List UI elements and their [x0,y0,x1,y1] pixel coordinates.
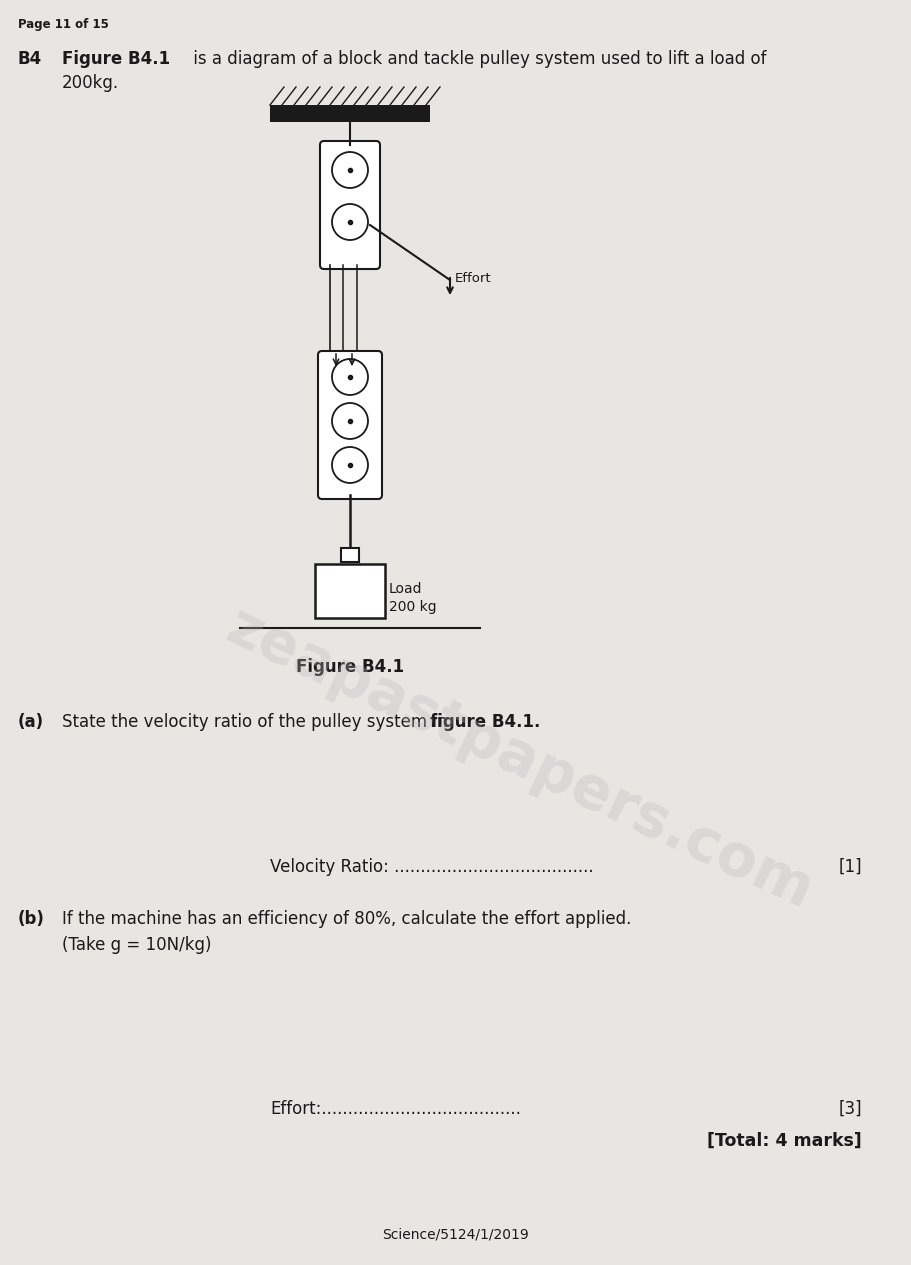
Circle shape [332,447,368,483]
Text: 200 kg: 200 kg [389,600,436,614]
Circle shape [332,204,368,240]
Text: (b): (b) [18,910,45,929]
Text: [Total: 4 marks]: [Total: 4 marks] [706,1132,861,1150]
Circle shape [332,152,368,188]
Text: Effort:......................................: Effort:.................................… [270,1101,520,1118]
Text: (Take g = 10N/kg): (Take g = 10N/kg) [62,936,211,954]
FancyBboxPatch shape [320,140,380,269]
Text: is a diagram of a block and tackle pulley system used to lift a load of: is a diagram of a block and tackle pulle… [188,51,765,68]
Text: 200kg.: 200kg. [62,73,119,92]
Text: Load: Load [389,582,422,596]
Circle shape [332,404,368,439]
Text: If the machine has an efficiency of 80%, calculate the effort applied.: If the machine has an efficiency of 80%,… [62,910,630,929]
FancyBboxPatch shape [318,350,382,498]
Bar [314,564,384,619]
Bar [270,105,429,121]
Text: [3]: [3] [837,1101,861,1118]
Text: Velocity Ratio: ......................................: Velocity Ratio: ........................… [270,858,593,875]
Text: Effort: Effort [455,272,491,285]
Text: Page 11 of 15: Page 11 of 15 [18,18,108,32]
Text: [1]: [1] [837,858,861,875]
Text: Figure B4.1: Figure B4.1 [62,51,170,68]
Text: zeapastpapers.com: zeapastpapers.com [218,598,822,921]
Text: Science/5124/1/2019: Science/5124/1/2019 [383,1228,528,1242]
Text: B4: B4 [18,51,42,68]
Text: figure B4.1.: figure B4.1. [429,713,540,731]
Bar [341,548,359,562]
Text: (a): (a) [18,713,44,731]
Text: Figure B4.1: Figure B4.1 [295,658,404,676]
Text: State the velocity ratio of the pulley system in: State the velocity ratio of the pulley s… [62,713,452,731]
Circle shape [332,359,368,395]
